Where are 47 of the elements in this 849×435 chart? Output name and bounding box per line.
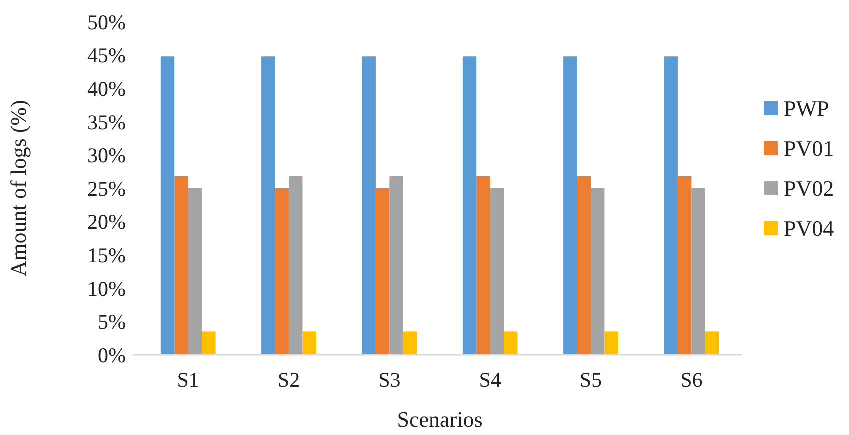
bar xyxy=(390,176,404,355)
x-tick-label: S2 xyxy=(278,368,300,392)
bar xyxy=(362,56,376,355)
y-tick-label: 45% xyxy=(88,44,126,68)
bar xyxy=(476,176,490,355)
bar xyxy=(202,332,216,355)
legend-label: PWP xyxy=(784,96,830,122)
y-tick-label: 40% xyxy=(88,76,126,101)
x-tick-label: S1 xyxy=(177,368,200,392)
bar xyxy=(403,332,418,355)
y-tick-label: 15% xyxy=(88,243,126,268)
bar xyxy=(188,188,202,355)
bar xyxy=(462,56,477,355)
y-tick-label: 5% xyxy=(98,310,126,334)
bar xyxy=(664,56,678,355)
bar xyxy=(160,56,175,355)
y-tick-label: 30% xyxy=(88,144,126,168)
bar xyxy=(262,56,276,355)
bar xyxy=(376,188,390,355)
x-tick-label: S4 xyxy=(479,368,502,392)
bar xyxy=(504,332,518,355)
y-tick-label: 50% xyxy=(88,10,126,34)
legend-label: PV02 xyxy=(784,176,834,202)
bar xyxy=(302,332,316,355)
x-tick-label: S6 xyxy=(680,368,703,392)
bar xyxy=(705,332,720,355)
bar xyxy=(604,332,618,355)
y-tick-label: 35% xyxy=(88,110,126,134)
bar xyxy=(591,188,605,355)
y-tick-label: 20% xyxy=(88,210,126,234)
bar xyxy=(577,176,591,355)
bar xyxy=(678,176,692,355)
x-tick-label: S3 xyxy=(378,368,401,392)
bar xyxy=(174,176,188,355)
bar xyxy=(564,56,578,355)
legend-label: PV01 xyxy=(784,136,834,162)
bar xyxy=(275,188,289,355)
x-tick-label: S5 xyxy=(580,368,602,392)
x-axis-title: Scenarios xyxy=(397,407,483,432)
y-tick-label: 25% xyxy=(88,176,126,201)
y-axis-title: Amount of logs (%) xyxy=(6,100,31,277)
bar xyxy=(692,188,706,355)
bar xyxy=(490,188,504,355)
bar xyxy=(289,176,303,355)
legend-label: PV04 xyxy=(784,216,834,242)
y-tick-label: 0% xyxy=(98,343,126,368)
y-tick-label: 10% xyxy=(88,276,126,301)
